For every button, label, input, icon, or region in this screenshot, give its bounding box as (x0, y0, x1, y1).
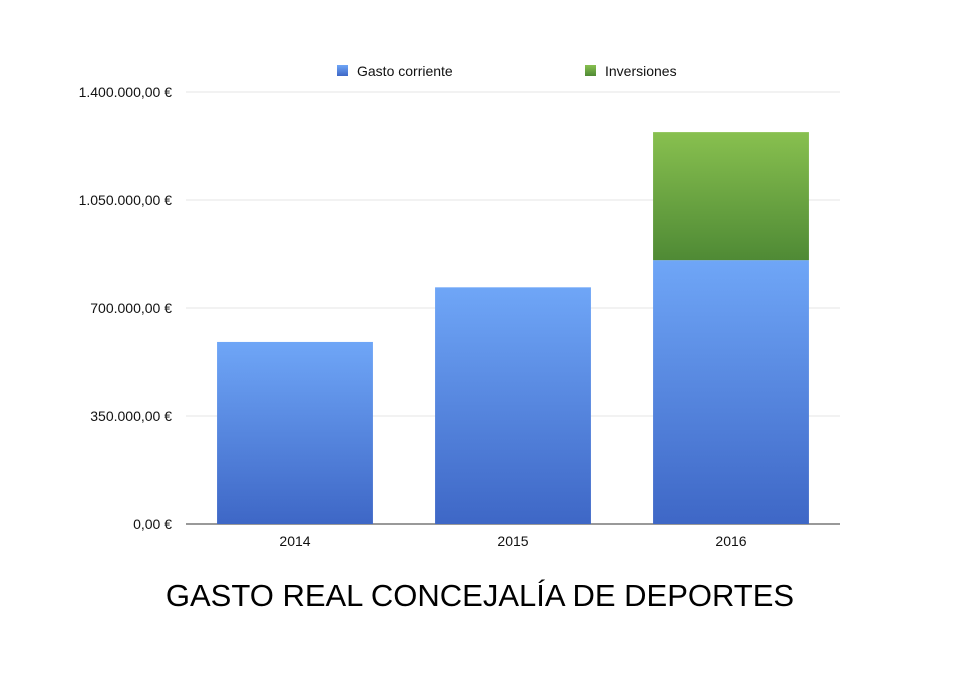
y-tick-label: 350.000,00 € (90, 408, 172, 424)
x-tick-label: 2014 (279, 533, 310, 549)
y-axis-ticks: 0,00 € 350.000,00 € 700.000,00 € 1.050.000,… (79, 84, 173, 532)
legend-label: Inversiones (605, 63, 677, 79)
chart-title: GASTO REAL CONCEJALÍA DE DEPORTES (166, 578, 794, 613)
y-tick-label: 1.050.000,00 € (79, 192, 173, 208)
bar-2016-series-0 (653, 260, 809, 524)
bar-2014-series-0 (217, 341, 373, 524)
x-axis-ticks: 2014 2015 2016 (279, 533, 746, 549)
bar-2016-series-1 (653, 132, 809, 261)
y-tick-label: 1.400.000,00 € (79, 84, 173, 100)
y-tick-label: 0,00 € (133, 516, 172, 532)
legend-label: Gasto corriente (357, 63, 453, 79)
y-tick-label: 700.000,00 € (90, 300, 172, 316)
legend-swatch (337, 65, 348, 76)
bars (217, 132, 809, 524)
x-tick-label: 2016 (715, 533, 746, 549)
legend-swatch (585, 65, 596, 76)
bar-2015-series-0 (435, 287, 591, 524)
legend: Gasto corriente Inversiones (337, 63, 677, 79)
x-tick-label: 2015 (497, 533, 528, 549)
